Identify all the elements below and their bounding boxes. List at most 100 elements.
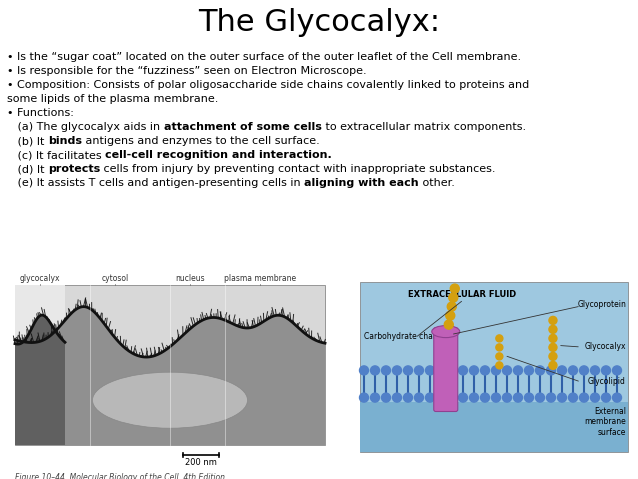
Circle shape (549, 343, 557, 352)
Text: (a) The glycocalyx aids in: (a) The glycocalyx aids in (7, 122, 163, 132)
Text: The Glycocalyx:: The Glycocalyx: (198, 8, 440, 37)
Circle shape (503, 366, 512, 375)
Circle shape (612, 393, 621, 402)
FancyBboxPatch shape (434, 328, 457, 411)
Text: External
membrane
surface: External membrane surface (584, 407, 626, 437)
Circle shape (496, 335, 503, 342)
Circle shape (579, 393, 588, 402)
Circle shape (480, 366, 489, 375)
Circle shape (459, 393, 468, 402)
Text: Glycoprotein: Glycoprotein (577, 300, 626, 309)
Circle shape (415, 393, 424, 402)
Circle shape (426, 393, 434, 402)
Text: Figure 10–44. Molecular Biology of the Cell, 4th Edition.: Figure 10–44. Molecular Biology of the C… (15, 473, 227, 479)
FancyBboxPatch shape (15, 285, 325, 445)
Text: Glycolipid: Glycolipid (588, 377, 626, 386)
Text: other.: other. (419, 178, 455, 188)
Circle shape (491, 366, 500, 375)
Circle shape (496, 353, 503, 360)
Text: plasma membrane: plasma membrane (224, 274, 296, 283)
Circle shape (547, 393, 556, 402)
Text: (b) It: (b) It (7, 136, 48, 146)
Text: antigens and enzymes to the cell surface.: antigens and enzymes to the cell surface… (82, 136, 320, 146)
Text: cells from injury by preventing contact with inappropriate substances.: cells from injury by preventing contact … (100, 164, 496, 174)
Circle shape (392, 393, 401, 402)
Text: Glycocalyx: Glycocalyx (584, 342, 626, 351)
Circle shape (602, 393, 611, 402)
Circle shape (568, 366, 577, 375)
Text: attachment of some cells: attachment of some cells (163, 122, 322, 132)
Circle shape (447, 302, 456, 311)
Text: • Is responsible for the “fuzziness” seen on Electron Microscope.: • Is responsible for the “fuzziness” see… (7, 66, 367, 76)
Circle shape (470, 393, 478, 402)
Circle shape (612, 366, 621, 375)
Text: cytosol: cytosol (101, 274, 129, 283)
Text: Carbohydrate chains: Carbohydrate chains (364, 332, 444, 341)
Circle shape (491, 393, 500, 402)
Circle shape (415, 366, 424, 375)
Circle shape (602, 366, 611, 375)
Circle shape (558, 366, 567, 375)
Circle shape (459, 366, 468, 375)
Circle shape (524, 393, 533, 402)
Circle shape (496, 362, 503, 369)
Circle shape (514, 393, 523, 402)
Circle shape (447, 366, 457, 375)
Circle shape (470, 366, 478, 375)
Circle shape (436, 393, 445, 402)
FancyBboxPatch shape (360, 402, 628, 452)
Circle shape (403, 366, 413, 375)
Circle shape (549, 353, 557, 360)
Circle shape (359, 366, 369, 375)
Circle shape (503, 393, 512, 402)
Text: • Is the “sugar coat” located on the outer surface of the outer leaflet of the C: • Is the “sugar coat” located on the out… (7, 52, 521, 62)
Circle shape (579, 366, 588, 375)
Circle shape (549, 361, 557, 369)
Circle shape (426, 366, 434, 375)
Text: (c) It facilitates: (c) It facilitates (7, 150, 105, 160)
Polygon shape (15, 307, 325, 445)
Circle shape (436, 366, 445, 375)
Circle shape (524, 366, 533, 375)
Circle shape (382, 393, 390, 402)
Circle shape (382, 366, 390, 375)
Circle shape (444, 320, 453, 329)
Circle shape (535, 366, 544, 375)
Text: (e) It assists T cells and antigen-presenting cells in: (e) It assists T cells and antigen-prese… (7, 178, 304, 188)
Circle shape (359, 393, 369, 402)
Circle shape (446, 311, 455, 320)
Text: some lipids of the plasma membrane.: some lipids of the plasma membrane. (7, 94, 218, 104)
Circle shape (496, 344, 503, 351)
Text: 200 nm: 200 nm (185, 458, 217, 467)
Circle shape (558, 393, 567, 402)
Text: cell-cell recognition and interaction.: cell-cell recognition and interaction. (105, 150, 332, 160)
Text: glycocalyx: glycocalyx (20, 274, 60, 283)
Circle shape (549, 325, 557, 333)
Ellipse shape (432, 326, 460, 338)
Circle shape (514, 366, 523, 375)
Polygon shape (15, 315, 65, 445)
Text: binds: binds (48, 136, 82, 146)
Text: EXTRACELLULAR FLUID: EXTRACELLULAR FLUID (408, 290, 516, 299)
Circle shape (392, 366, 401, 375)
Circle shape (568, 393, 577, 402)
Text: protects: protects (48, 164, 100, 174)
Circle shape (450, 284, 459, 293)
Circle shape (480, 393, 489, 402)
Circle shape (449, 293, 457, 302)
Text: nucleus: nucleus (175, 274, 205, 283)
Text: aligning with each: aligning with each (304, 178, 419, 188)
Circle shape (447, 393, 457, 402)
Text: to extracellular matrix components.: to extracellular matrix components. (322, 122, 526, 132)
Circle shape (549, 317, 557, 324)
Text: • Functions:: • Functions: (7, 108, 74, 118)
Circle shape (371, 393, 380, 402)
Text: • Composition: Consists of polar oligosaccharide side chains covalently linked t: • Composition: Consists of polar oligosa… (7, 80, 530, 90)
FancyBboxPatch shape (15, 285, 65, 445)
Circle shape (547, 366, 556, 375)
Circle shape (403, 393, 413, 402)
Text: (d) It: (d) It (7, 164, 48, 174)
Circle shape (591, 366, 600, 375)
Circle shape (591, 393, 600, 402)
Circle shape (535, 393, 544, 402)
